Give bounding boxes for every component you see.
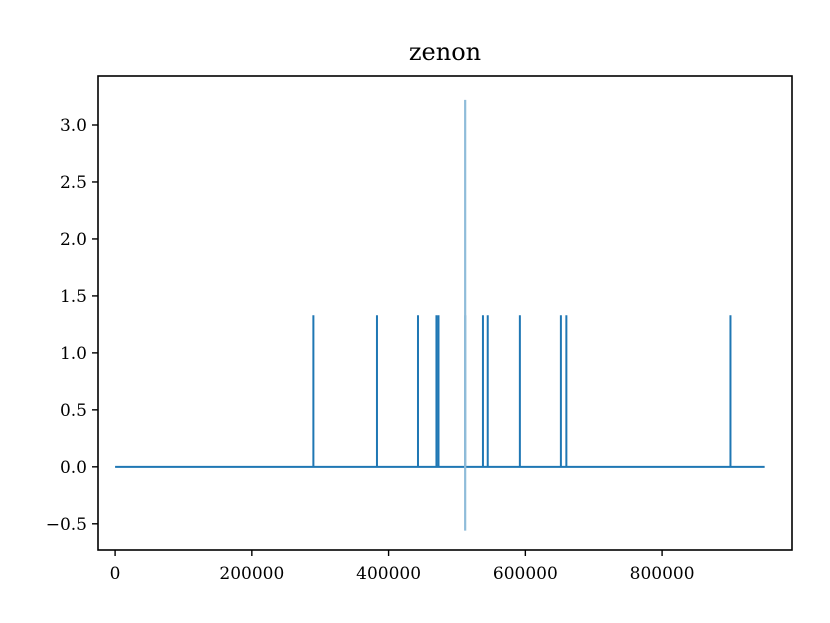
y-tick-label: 0.0: [60, 458, 87, 478]
x-tick-label: 0: [110, 564, 121, 584]
y-tick-label: 1.5: [60, 287, 87, 307]
x-tick-label: 600000: [493, 564, 558, 584]
x-tick-label: 400000: [356, 564, 421, 584]
x-tick-label: 200000: [219, 564, 284, 584]
y-tick-label: 2.5: [60, 173, 87, 193]
x-tick-label: 800000: [630, 564, 695, 584]
chart-title: zenon: [409, 38, 481, 66]
y-tick-label: −0.5: [46, 515, 87, 535]
y-tick-label: 0.5: [60, 401, 87, 421]
axes-frame: [97, 75, 793, 551]
y-tick-label: 2.0: [60, 230, 87, 250]
x-axis: 0 200000 400000 600000 800000: [110, 550, 695, 584]
y-tick-label: 3.0: [60, 116, 87, 136]
plot-area: [115, 99, 765, 531]
y-axis: −0.5 0.0 0.5 1.0 1.5 2.0 2.5 3.0: [46, 116, 98, 535]
series-line-main: [115, 315, 765, 468]
y-tick-label: 1.0: [60, 344, 87, 364]
